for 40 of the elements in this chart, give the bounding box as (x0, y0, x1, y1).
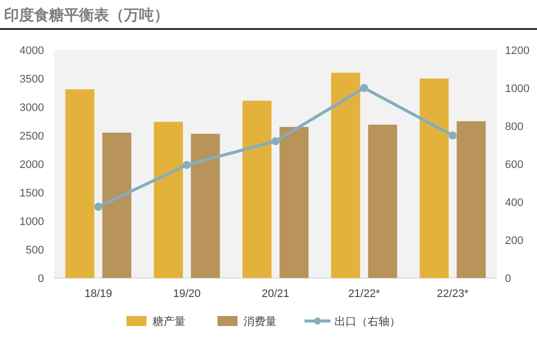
y2-tick-label: 1000 (505, 83, 530, 95)
y-tick-label: 3500 (20, 74, 44, 86)
legend-label: 糖产量 (152, 315, 186, 328)
y2-tick-label: 400 (505, 197, 524, 209)
y2-tick-label: 1200 (505, 45, 530, 57)
y-tick-label: 3000 (20, 102, 44, 114)
y-tick-label: 2500 (20, 130, 44, 142)
x-tick-label: 18/19 (84, 288, 112, 300)
x-tick-label: 20/21 (262, 288, 290, 300)
point (360, 84, 368, 92)
bar (154, 122, 183, 278)
title: 印度食糖平衡表（万吨） (4, 7, 169, 24)
bar (190, 134, 220, 278)
x-tick-label: 22/23* (436, 288, 470, 300)
bar (242, 100, 272, 278)
x-tick-label: 21/22* (348, 288, 381, 300)
point (94, 202, 102, 211)
bar (331, 72, 360, 278)
y-tick-label: 4000 (20, 45, 44, 57)
y-tick-label: 1000 (20, 216, 44, 228)
bar (102, 132, 132, 278)
point (448, 132, 457, 140)
legend-label: 出口（右轴） (334, 315, 400, 328)
y-tick-label: 500 (26, 244, 44, 256)
x-tick-label: 19/20 (173, 288, 201, 300)
point (182, 160, 191, 169)
legend-label: 消费量 (244, 315, 276, 328)
bar (420, 78, 449, 278)
y2-tick-label: 0 (505, 273, 512, 285)
bar (368, 124, 398, 278)
y2-tick-label: 200 (505, 235, 524, 247)
y2-tick-label: 600 (505, 159, 524, 171)
bar (280, 126, 308, 278)
bar (65, 89, 94, 278)
y2-tick-label: 800 (505, 121, 524, 133)
y-tick-label: 1500 (20, 188, 44, 200)
y-tick-label: 2000 (20, 159, 44, 171)
y-tick-label: 0 (38, 273, 44, 285)
point (272, 137, 280, 146)
bar (456, 121, 486, 278)
